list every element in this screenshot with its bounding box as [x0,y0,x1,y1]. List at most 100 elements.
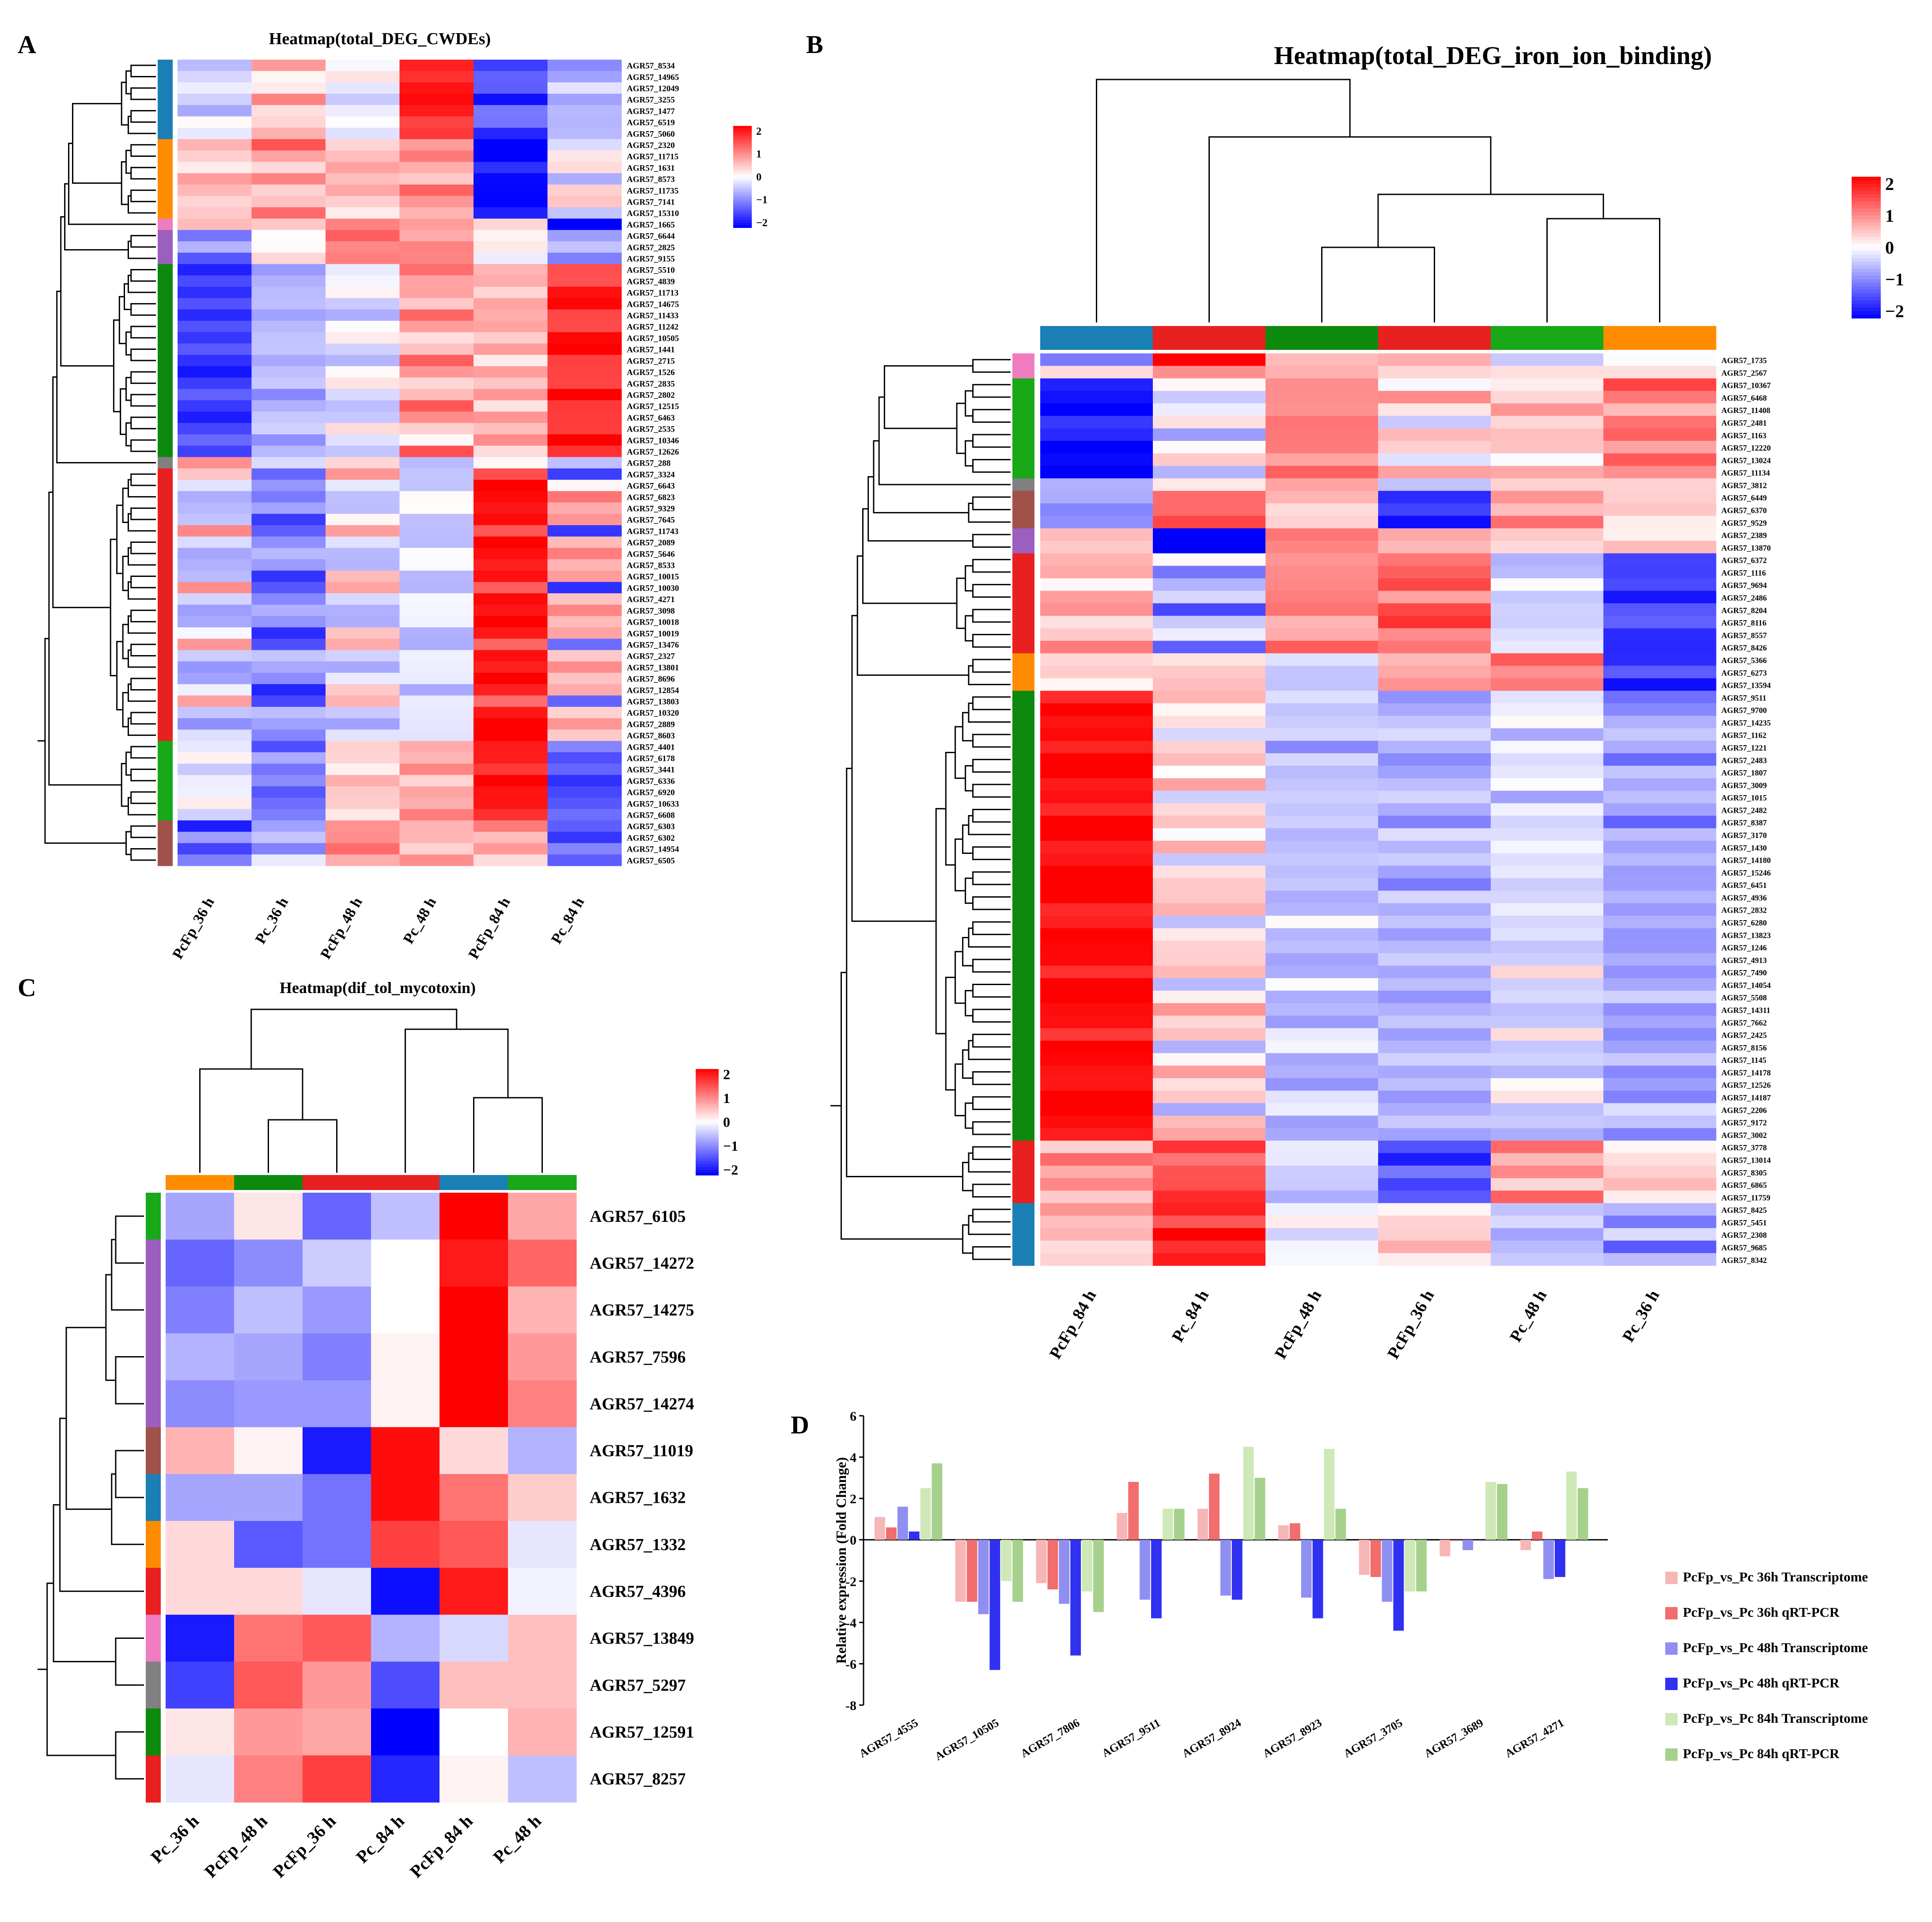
heatmap-cell [1265,1141,1379,1154]
heatmap-cell [474,729,548,741]
heatmap-cell [1603,990,1716,1004]
heatmap-cell [251,275,326,287]
heatmap-cell [1265,416,1379,429]
heatmap-cell [326,94,400,106]
heatmap-cell [474,809,548,821]
heatmap-cell [1491,478,1604,491]
heatmap-cell [1603,453,1716,466]
row-label: AGR57_4401 [627,743,675,752]
row-label: AGR57_10018 [627,618,679,627]
row-group-strip [1012,1153,1034,1166]
dendrogram-branch [130,303,156,316]
heatmap-cell [547,695,622,707]
heatmap-cell [166,1193,235,1240]
heatmap-cell [547,184,622,197]
heatmap-cell [234,1755,303,1803]
heatmap-cell [547,230,622,242]
heatmap-cell [1491,990,1604,1004]
bar [1405,1539,1416,1592]
heatmap-cell [508,1568,577,1615]
heatmap-cell [1265,666,1379,679]
heatmap-cell [1153,1153,1266,1166]
heatmap-cell [1491,353,1604,366]
heatmap-cell [1040,641,1153,654]
dendrogram-branch [127,195,156,214]
bar [1301,1539,1312,1598]
dendrogram-branch [972,1246,1011,1260]
heatmap-cell [178,241,252,253]
heatmap-cell [1153,803,1266,816]
heatmap-cell [303,1755,371,1803]
heatmap-cell [1378,1165,1491,1179]
legend-swatch [696,1146,719,1149]
heatmap-cell [1040,1190,1153,1204]
heatmap-cell [1040,1153,1153,1166]
row-group-strip [1012,1065,1034,1079]
row-group-strip [158,355,173,367]
heatmap-cell [547,582,622,594]
heatmap-cell [1265,390,1379,404]
row-label: AGR57_1441 [627,345,675,355]
dendrogram-branch [972,384,1011,398]
legend-swatch [1852,279,1881,283]
heatmap-cell [474,831,548,844]
heatmap-cell [1378,1228,1491,1241]
heatmap-cell [178,661,252,673]
heatmap-cell [474,82,548,94]
row-label: AGR57_8425 [1721,1206,1767,1215]
heatmap-cell [178,377,252,390]
row-group-strip [1012,1078,1034,1091]
heatmap-cell [474,275,548,287]
heatmap-cell [1378,728,1491,741]
heatmap-cell [1491,1103,1604,1116]
row-label: AGR57_10019 [627,629,679,638]
heatmap-cell [1603,1115,1716,1129]
heatmap-cell [251,423,326,435]
heatmap-cell [1265,853,1379,866]
dendrogram-branch [115,1215,144,1264]
row-label: AGR57_5297 [590,1676,686,1695]
heatmap-cell [547,355,622,367]
legend-swatch [733,131,752,134]
column-dendrogram-branch [268,1119,337,1173]
heatmap-cell [547,218,622,231]
heatmap-cell [1378,653,1491,666]
heatmap-cell [326,820,400,832]
heatmap-cell [1040,616,1153,629]
row-label: AGR57_11134 [1721,469,1770,478]
row-group-strip [1012,503,1034,516]
legend-swatch [1852,194,1881,198]
y-tick-label: -8 [845,1698,856,1713]
heatmap-cell [439,1521,508,1568]
heatmap-cell [399,230,474,242]
legend-swatch [696,1090,719,1093]
heatmap-cell [1603,766,1716,779]
heatmap-cell [1153,740,1266,754]
legend-swatch [733,164,752,167]
dendrogram-branch [972,1071,1011,1085]
heatmap-cell [178,252,252,265]
heatmap-cell [474,548,548,560]
heatmap-cell [1491,791,1604,804]
heatmap-cell [251,309,326,321]
heatmap-cell [1491,666,1604,679]
heatmap-cell [1040,666,1153,679]
heatmap-cell [251,400,326,412]
heatmap-cell [1603,466,1716,479]
row-label: AGR57_2889 [627,720,675,729]
heatmap-cell [1265,1065,1379,1079]
heatmap-cell [1265,378,1379,391]
row-label: AGR57_7490 [1721,968,1767,977]
dendrogram-branch [856,555,969,676]
heatmap-cell [1040,1128,1153,1141]
heatmap-cell [371,1286,440,1334]
row-label: AGR57_9511 [1721,694,1766,702]
legend-tick-label: 2 [756,126,761,137]
heatmap-cell [1603,628,1716,641]
heatmap-cell [508,1333,577,1381]
column-group-strip [234,1175,303,1190]
heatmap-cell [1265,1078,1379,1091]
row-group-strip [146,1568,161,1615]
legend-swatch [1852,297,1881,301]
heatmap-cell [474,638,548,651]
